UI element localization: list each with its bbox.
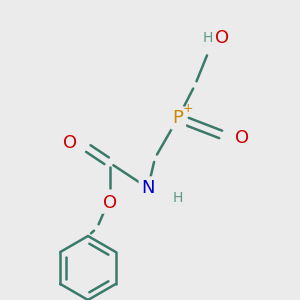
Text: +: + bbox=[183, 101, 193, 115]
Text: O: O bbox=[103, 194, 117, 212]
Text: N: N bbox=[141, 179, 155, 197]
Text: H: H bbox=[203, 31, 213, 45]
Text: P: P bbox=[172, 109, 183, 127]
Text: H: H bbox=[173, 191, 183, 205]
Text: O: O bbox=[215, 29, 229, 47]
Text: O: O bbox=[235, 129, 249, 147]
Text: O: O bbox=[63, 134, 77, 152]
